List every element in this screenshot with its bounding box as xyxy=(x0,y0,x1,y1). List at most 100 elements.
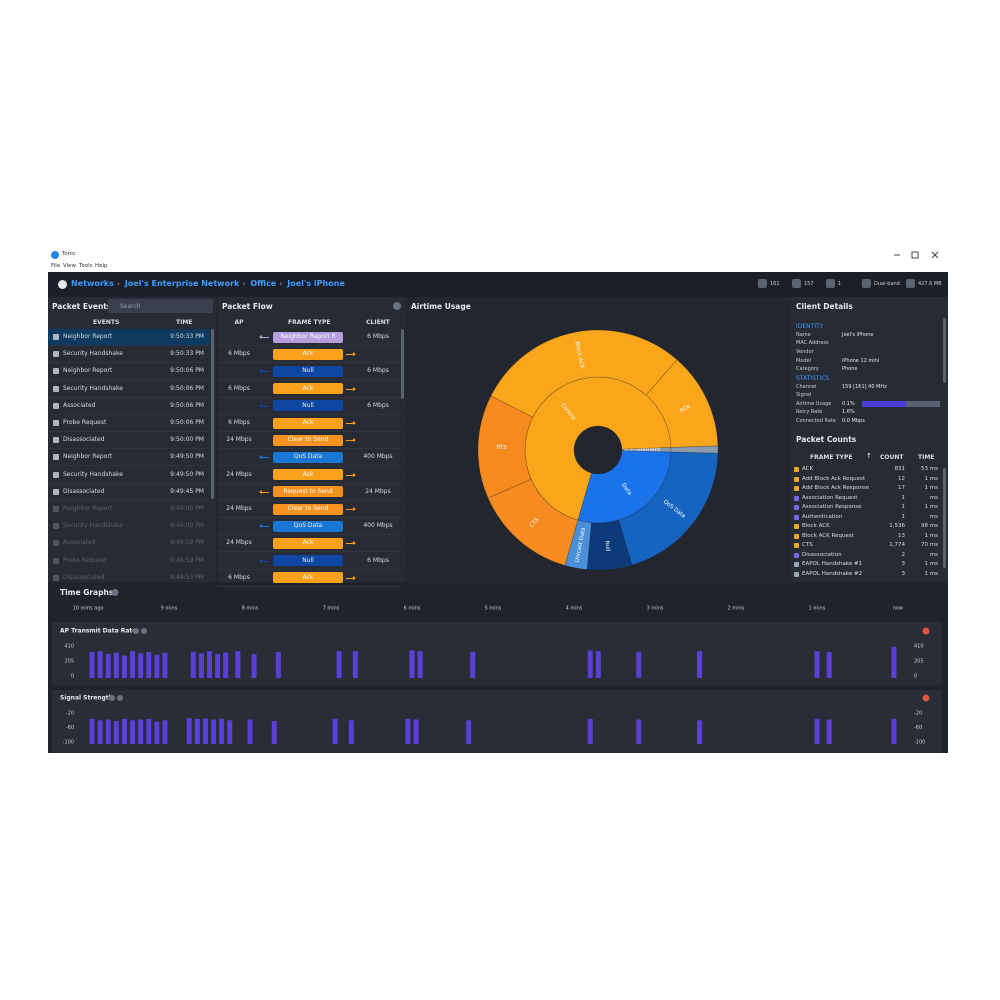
y-tick-label: -20 xyxy=(66,711,74,717)
client-rate: 6 Mbps xyxy=(367,556,389,564)
back-button[interactable] xyxy=(58,280,67,289)
frame-pill[interactable] xyxy=(273,383,343,395)
frame-count: 3 xyxy=(901,570,906,577)
breadcrumb-item[interactable]: Office xyxy=(250,279,277,288)
menu-item[interactable]: File xyxy=(51,263,61,269)
close-icon[interactable] xyxy=(393,302,401,310)
bar xyxy=(332,718,338,744)
field-value: Joel's iPhone xyxy=(842,331,874,338)
frame-pill[interactable] xyxy=(273,451,343,463)
frame-pill[interactable] xyxy=(273,348,343,360)
time-label: 8 mins xyxy=(242,606,259,612)
event-row[interactable]: Probe Request 9:50:06 PM xyxy=(48,415,210,432)
frame-pill[interactable] xyxy=(273,469,343,481)
frame-time: 98 ms xyxy=(921,523,938,529)
graph-icon xyxy=(109,695,115,701)
breadcrumb-item[interactable]: Joel's Enterprise Network xyxy=(124,279,240,288)
status-icon xyxy=(862,279,871,288)
frame-time: 1 ms xyxy=(924,475,938,482)
flow-arrowhead xyxy=(259,489,262,494)
frame-icon xyxy=(794,476,799,482)
frame-type: CTS xyxy=(802,542,813,548)
frame-pill[interactable] xyxy=(273,434,343,446)
time-label: 9 mins xyxy=(161,606,178,612)
field-value: iPhone 12 mini xyxy=(842,357,880,364)
bar xyxy=(271,720,277,744)
event-row[interactable]: Neighbor Report 9:49:50 PM xyxy=(48,449,210,467)
graph-card xyxy=(52,690,942,753)
flow-arrow xyxy=(346,474,355,476)
time-label: 3 mins xyxy=(647,606,664,612)
frame-time: 70 ms xyxy=(921,542,938,548)
bar xyxy=(198,653,204,678)
event-row[interactable]: Security Handshake 9:49:00 PM xyxy=(48,518,210,536)
event-row[interactable]: Security Handshake 9:49:50 PM xyxy=(48,467,210,484)
frame-pill[interactable] xyxy=(273,537,343,549)
app-window: Tonic File View Tools Help Networks › Joel's En… xyxy=(48,248,948,753)
frame-pill[interactable] xyxy=(273,572,343,584)
bar xyxy=(413,719,419,744)
collapse-icon xyxy=(111,589,119,596)
frame-type: EAPOL Handshake #2 xyxy=(802,570,863,577)
sort-icon[interactable]: ↑ xyxy=(866,452,872,460)
frame-count: 3 xyxy=(901,561,906,567)
maximize-button xyxy=(911,251,919,259)
frame-count: 2 xyxy=(901,551,906,558)
frame-type: EAPOL Handshake #1 xyxy=(802,561,863,567)
frame-pill[interactable] xyxy=(273,555,343,567)
frame-count: 12 xyxy=(898,475,905,482)
menu-item[interactable]: View xyxy=(63,263,77,269)
frame-time: 1 ms xyxy=(924,570,938,577)
ap-rate: 6 Mbps xyxy=(228,350,250,358)
event-row[interactable]: Neighbor Report 9:50:33 PM xyxy=(48,329,210,346)
frame-pill[interactable] xyxy=(273,503,343,515)
event-row[interactable]: Disassociated 9:48:53 PM xyxy=(48,570,210,587)
event-row[interactable]: Disassociated 9:49:45 PM xyxy=(48,484,210,501)
frame-type: Null xyxy=(302,401,314,409)
status-icon xyxy=(758,279,767,288)
breadcrumb-item[interactable]: Networks xyxy=(71,279,114,288)
event-row[interactable]: Security Handshake 9:50:33 PM xyxy=(48,346,210,364)
search-box[interactable] xyxy=(108,299,213,313)
column-header: TIME xyxy=(176,319,193,326)
frame-pill[interactable] xyxy=(273,520,343,532)
status-icon xyxy=(826,279,835,288)
event-row[interactable]: Associated 9:50:06 PM xyxy=(48,398,210,415)
frame-pill[interactable] xyxy=(273,417,343,429)
graph-icon xyxy=(117,695,123,701)
menu-item[interactable]: Help xyxy=(95,263,108,269)
flow-row xyxy=(218,570,401,587)
graph-title: Signal Strength xyxy=(60,695,113,702)
scrollbar xyxy=(401,329,404,399)
segment-label: ACK xyxy=(679,404,692,414)
event-row[interactable]: Neighbor Report 9:50:06 PM xyxy=(48,363,210,381)
flow-arrow xyxy=(346,509,355,510)
event-row[interactable]: Security Handshake 9:50:06 PM xyxy=(48,381,210,398)
bar xyxy=(826,651,832,678)
segment-label: CTS xyxy=(529,517,541,529)
bar xyxy=(162,652,168,678)
frame-time: 1 ms xyxy=(924,561,938,567)
frame-pill[interactable] xyxy=(273,486,343,498)
frame-icon xyxy=(794,524,799,529)
frame-pill[interactable] xyxy=(273,331,343,343)
bar xyxy=(146,718,152,744)
frame-type: Clear to Send xyxy=(287,436,329,444)
event-row[interactable]: Probe Request 9:48:59 PM xyxy=(48,553,210,570)
frame-type: Ack xyxy=(302,539,314,547)
event-row[interactable]: Associated 9:48:59 PM xyxy=(48,535,210,553)
event-row[interactable]: Neighbor Report 9:49:00 PM xyxy=(48,501,210,518)
flow-arrow xyxy=(260,526,269,528)
flow-row xyxy=(218,467,401,484)
y-tick-label: -100 xyxy=(63,740,74,746)
sunburst-segment xyxy=(645,359,719,448)
bar xyxy=(891,718,897,744)
breadcrumb-item[interactable]: Joel's iPhone xyxy=(287,279,345,288)
frame-pill[interactable] xyxy=(273,400,343,412)
frame-pill[interactable] xyxy=(273,365,343,377)
menu-item[interactable]: Tools xyxy=(79,263,93,269)
bar xyxy=(89,718,95,744)
event-row[interactable]: Disassociated 9:50:00 PM xyxy=(48,432,210,450)
flow-row xyxy=(218,363,401,381)
frame-icon xyxy=(794,533,799,539)
